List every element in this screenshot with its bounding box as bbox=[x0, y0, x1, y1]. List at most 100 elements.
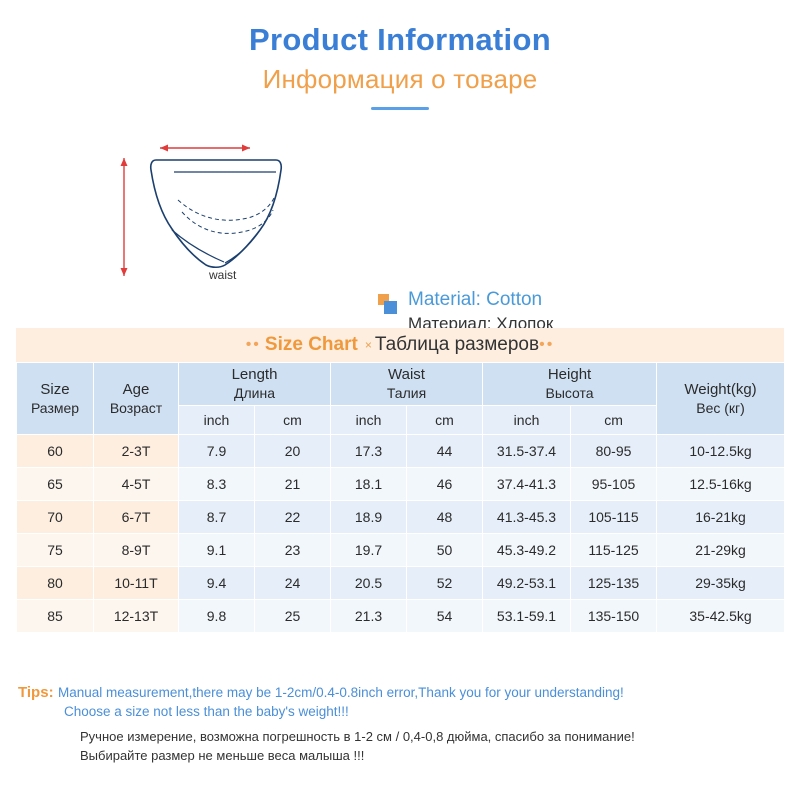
size-chart-title-ru: Таблица размеров bbox=[374, 334, 540, 355]
cell-weight: 29-35kg bbox=[656, 566, 786, 600]
table-row: 65 4-5T 8.3 21 18.1 46 37.4-41.3 95-105 … bbox=[16, 467, 786, 501]
cell-height-cm: 105-115 bbox=[570, 500, 658, 534]
cell-height-inch: 53.1-59.1 bbox=[482, 599, 572, 633]
tips-line-3: Ручное измерение, возможна погрешность в… bbox=[80, 727, 782, 746]
cell-waist-cm: 44 bbox=[406, 434, 484, 468]
cell-age: 12-13T bbox=[93, 599, 179, 633]
header-cell-length: Length Длина bbox=[177, 362, 332, 406]
cell-length-cm: 20 bbox=[253, 434, 332, 468]
unit-height-cm: cm bbox=[570, 405, 658, 435]
cell-length-cm: 22 bbox=[253, 500, 332, 534]
cell-size: 85 bbox=[16, 599, 94, 633]
cell-size: 80 bbox=[16, 566, 94, 600]
header-age-en: Age bbox=[122, 380, 150, 398]
cell-height-cm: 135-150 bbox=[570, 599, 658, 633]
table-unit-row: inch cm inch cm inch cm bbox=[17, 405, 785, 435]
unit-height-inch: inch bbox=[482, 405, 572, 435]
header-height-ru: Высота bbox=[545, 385, 594, 401]
dots-right-icon: •• bbox=[539, 336, 555, 353]
tips-line-2: Choose a size not less than the baby's w… bbox=[64, 702, 782, 721]
dots-left-icon: •• bbox=[245, 336, 261, 353]
size-chart-title-en: Size Chart bbox=[264, 334, 358, 355]
size-chart-table: Size Размер Age Возраст Length Длина Wai… bbox=[16, 362, 786, 633]
tips-section: Tips: Manual measurement,there may be 1-… bbox=[18, 683, 782, 765]
header-size-en: Size bbox=[40, 380, 70, 398]
cell-age: 4-5T bbox=[93, 467, 179, 501]
cell-waist-cm: 52 bbox=[406, 566, 484, 600]
tips-ru-line2: Выбирайте размер не меньше веса малыша !… bbox=[80, 748, 365, 763]
title-divider bbox=[371, 107, 429, 110]
material-text-en: Material: Cotton bbox=[408, 289, 543, 310]
cell-size: 75 bbox=[16, 533, 94, 567]
cell-size: 65 bbox=[16, 467, 94, 501]
cell-height-inch: 49.2-53.1 bbox=[482, 566, 572, 600]
waist-label: waist bbox=[209, 268, 237, 282]
header-cell-weight: Weight(kg) Вес (кг) bbox=[656, 362, 786, 435]
header-height-en: Height bbox=[547, 366, 592, 383]
header-size-ru: Размер bbox=[30, 399, 80, 416]
size-chart-title-bar: •• Size Chart × Таблица размеров •• bbox=[16, 328, 784, 362]
illustration-area: waist length Material: Cotton Материал: … bbox=[0, 118, 800, 368]
cell-length-inch: 9.4 bbox=[178, 566, 255, 600]
table-row: 75 8-9T 9.1 23 19.7 50 45.3-49.2 115-125… bbox=[16, 533, 786, 567]
page-title-en: Product Information bbox=[249, 22, 551, 57]
material-bullet-icon bbox=[378, 294, 400, 316]
header-length-en: Length bbox=[231, 366, 278, 383]
unit-length-cm: cm bbox=[253, 405, 332, 435]
cell-size: 60 bbox=[16, 434, 94, 468]
tips-label: Tips: bbox=[18, 684, 54, 701]
cell-waist-cm: 50 bbox=[406, 533, 484, 567]
cell-length-cm: 21 bbox=[253, 467, 332, 501]
cell-length-cm: 25 bbox=[253, 599, 332, 633]
cell-length-inch: 8.7 bbox=[178, 500, 255, 534]
table-row: 80 10-11T 9.4 24 20.5 52 49.2-53.1 125-1… bbox=[16, 566, 786, 600]
tips-line-1: Tips: Manual measurement,there may be 1-… bbox=[18, 683, 782, 702]
cell-length-cm: 24 bbox=[253, 566, 332, 600]
cell-waist-inch: 21.3 bbox=[330, 599, 408, 633]
cell-waist-inch: 19.7 bbox=[330, 533, 408, 567]
header-cell-age: Age Возраст bbox=[93, 362, 179, 435]
cell-weight: 10-12.5kg bbox=[656, 434, 786, 468]
header-waist-en: Waist bbox=[388, 366, 425, 383]
cell-age: 10-11T bbox=[93, 566, 179, 600]
cell-height-cm: 115-125 bbox=[570, 533, 658, 567]
size-chart-title-sep: × bbox=[364, 338, 372, 352]
size-chart: •• Size Chart × Таблица размеров •• Size… bbox=[16, 328, 786, 633]
cell-size: 70 bbox=[16, 500, 94, 534]
tips-en-line1: Manual measurement,there may be 1-2cm/0.… bbox=[58, 685, 624, 700]
tips-ru-line1: Ручное измерение, возможна погрешность в… bbox=[80, 729, 635, 744]
cell-height-inch: 37.4-41.3 bbox=[482, 467, 572, 501]
underwear-diagram-icon bbox=[120, 144, 283, 276]
cell-length-inch: 8.3 bbox=[178, 467, 255, 501]
cell-age: 2-3T bbox=[93, 434, 179, 468]
cell-waist-inch: 18.9 bbox=[330, 500, 408, 534]
cell-weight: 35-42.5kg bbox=[656, 599, 786, 633]
header-weight-en: Weight(kg) bbox=[684, 380, 757, 398]
header-cell-size: Size Размер bbox=[16, 362, 94, 435]
cell-height-inch: 45.3-49.2 bbox=[482, 533, 572, 567]
table-row: 85 12-13T 9.8 25 21.3 54 53.1-59.1 135-1… bbox=[16, 599, 786, 633]
cell-age: 6-7T bbox=[93, 500, 179, 534]
cell-waist-cm: 48 bbox=[406, 500, 484, 534]
cell-weight: 12.5-16kg bbox=[656, 467, 786, 501]
cell-length-cm: 23 bbox=[253, 533, 332, 567]
header-cell-waist: Waist Талия bbox=[330, 362, 484, 406]
cell-waist-inch: 20.5 bbox=[330, 566, 408, 600]
cell-length-inch: 9.8 bbox=[178, 599, 255, 633]
cell-weight: 16-21kg bbox=[656, 500, 786, 534]
header-waist-ru: Талия bbox=[386, 385, 427, 401]
header-weight-ru: Вес (кг) bbox=[696, 399, 745, 416]
page-header: Product Information Информация о товаре bbox=[0, 0, 800, 110]
cell-length-inch: 7.9 bbox=[178, 434, 255, 468]
cell-waist-inch: 18.1 bbox=[330, 467, 408, 501]
header-age-ru: Возраст bbox=[109, 399, 163, 416]
unit-length-inch: inch bbox=[178, 405, 255, 435]
cell-waist-inch: 17.3 bbox=[330, 434, 408, 468]
cell-height-inch: 31.5-37.4 bbox=[482, 434, 572, 468]
unit-waist-cm: cm bbox=[406, 405, 484, 435]
page-title-ru: Информация о товаре bbox=[262, 64, 538, 94]
table-header-row: Size Размер Age Возраст Length Длина Wai… bbox=[16, 362, 786, 435]
cell-waist-cm: 54 bbox=[406, 599, 484, 633]
cell-length-inch: 9.1 bbox=[178, 533, 255, 567]
cell-height-cm: 95-105 bbox=[570, 467, 658, 501]
